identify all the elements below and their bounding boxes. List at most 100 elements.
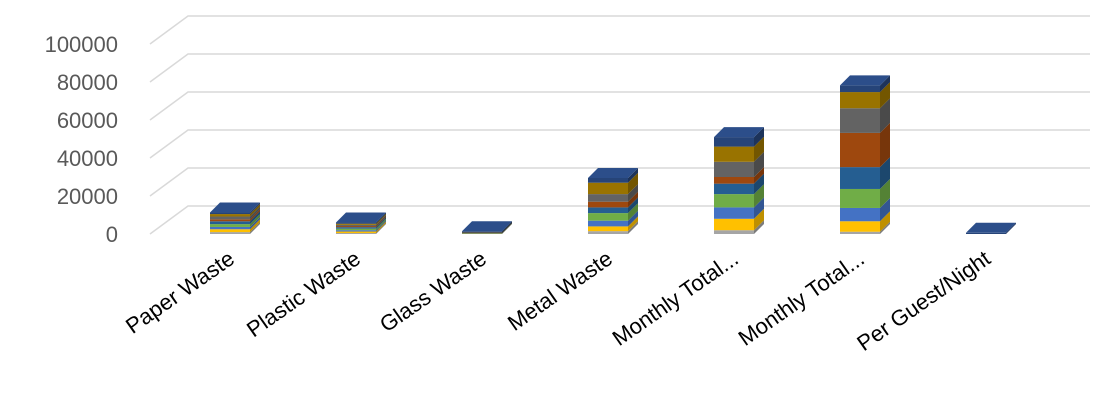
bar-segment (336, 222, 376, 224)
bar-segment (336, 223, 376, 225)
bar-segment-side (628, 191, 638, 208)
bar-segment (714, 146, 754, 162)
bar-segment (714, 194, 754, 208)
bar-segment-side (754, 127, 764, 147)
bar-segment-side (880, 157, 890, 189)
bar-segment (588, 220, 628, 227)
bar-segment-side (376, 220, 386, 232)
bar-segment (336, 230, 376, 232)
bar-segment-side (250, 211, 260, 225)
bar-segment-side (880, 98, 890, 133)
bar-segment-side (250, 209, 260, 222)
bar-segment-side (754, 220, 764, 234)
bar-segment-side (628, 203, 638, 221)
category-label: Monthly Total... (734, 246, 869, 351)
category-label: Plastic Waste (242, 246, 365, 342)
bar-top (840, 75, 890, 86)
bar-segment-side (754, 184, 764, 208)
bar-segment-side (250, 202, 260, 215)
bar-segment-side (376, 213, 386, 225)
bar-segment (840, 167, 880, 189)
bar-segment (714, 207, 754, 219)
y-tick-label: 0 (106, 222, 118, 247)
category-label: Per Guest/Night (852, 246, 995, 356)
bar-segment (210, 226, 250, 230)
y-axis-tick-labels: 0 20000 40000 60000 80000 100000 (45, 32, 118, 247)
bar-segment-side (376, 212, 386, 224)
bar-segment (210, 232, 250, 234)
gridline (149, 15, 1090, 45)
bar-segment (588, 182, 628, 195)
bar-segment (840, 92, 880, 109)
bar-segment (588, 201, 628, 208)
bar-segment-side (628, 221, 638, 234)
bar-segment-side (376, 217, 386, 229)
bar-segment-side (376, 215, 386, 228)
bar-segment (714, 183, 754, 195)
bar-segment-side (628, 167, 638, 183)
bar-segment (840, 188, 880, 208)
y-tick-label: 20000 (57, 184, 118, 209)
y-tick-label: 100000 (45, 32, 118, 57)
bar-segment (840, 231, 880, 234)
category-label: Monthly Total... (608, 246, 743, 351)
y-tick-label: 60000 (57, 108, 118, 133)
bar-segment (210, 221, 250, 225)
bar-segment (462, 231, 502, 233)
bar-segment (210, 219, 250, 222)
bar-segment (336, 227, 376, 229)
bar-segment-side (754, 208, 764, 231)
bar-segment (210, 229, 250, 233)
bar-top (210, 202, 260, 213)
bar-segment-side (628, 210, 638, 227)
y-tick-label: 80000 (57, 70, 118, 95)
bar-segment (588, 226, 628, 232)
bar-segment-side (628, 197, 638, 214)
bar-segment (588, 207, 628, 214)
bar-segment (714, 161, 754, 177)
bar-segment-side (250, 206, 260, 220)
bar-segment (588, 194, 628, 202)
bar-segment-side (880, 197, 890, 222)
bar-segment (714, 230, 754, 234)
bar-segment-side (880, 75, 890, 93)
bar-segment (336, 224, 376, 227)
bar-segment-side (880, 211, 890, 232)
bar-segment-side (250, 222, 260, 234)
bar-segment (210, 216, 250, 220)
bar-segment-side (376, 222, 386, 234)
bar-top (714, 127, 764, 138)
bar-top (588, 167, 638, 178)
category-label: Paper Waste (121, 246, 239, 339)
bar-segment-side (376, 221, 386, 234)
bar-segment-side (250, 214, 260, 227)
gridline (149, 91, 1090, 121)
gridline (149, 167, 1090, 197)
bar-top (462, 221, 512, 232)
bar-segment-side (250, 219, 260, 233)
bar-segment (840, 85, 880, 93)
bars (210, 75, 1016, 234)
bar-segment-side (880, 221, 890, 234)
bar-segment (714, 137, 754, 147)
bar-segment-side (880, 82, 890, 109)
bar-segment (588, 231, 628, 234)
y-tick-label: 40000 (57, 146, 118, 171)
gridline (149, 53, 1090, 83)
bar-segment-side (250, 216, 260, 230)
bar-segment-side (502, 221, 512, 233)
category-label: Glass Waste (375, 246, 491, 338)
bar-segment-side (376, 218, 386, 231)
bar-segment (840, 108, 880, 133)
bar-segment-side (628, 216, 638, 232)
bar-segment-side (628, 184, 638, 202)
bar-segment-side (1006, 222, 1016, 234)
bar-top (336, 212, 386, 223)
bar-segment (336, 228, 376, 231)
bar-segment-side (376, 214, 386, 227)
bar-segment (966, 232, 1006, 234)
bar-segment (336, 232, 376, 234)
bar-segment-side (754, 173, 764, 195)
category-label: Metal Waste (503, 246, 617, 336)
